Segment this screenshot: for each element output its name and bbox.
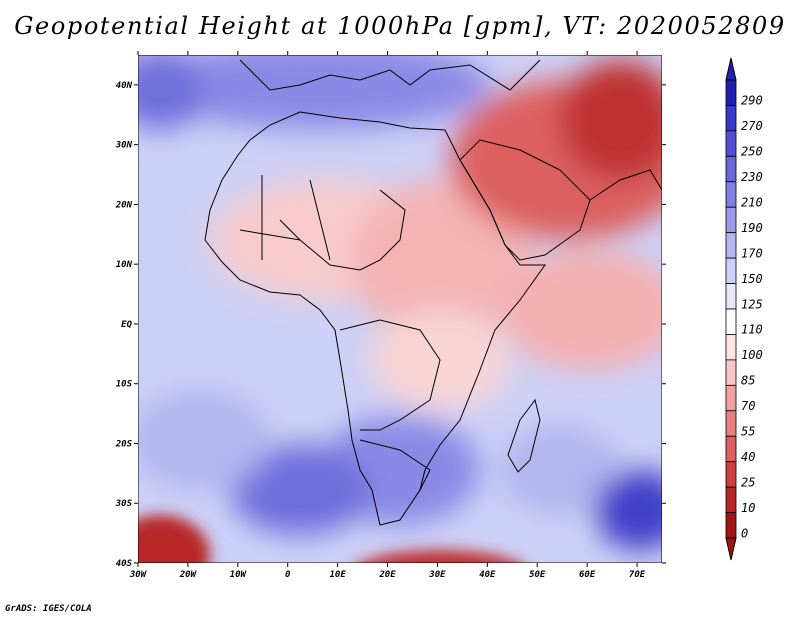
colorbar-label: 40	[741, 450, 755, 464]
lat-tick-label: 40S	[116, 559, 133, 569]
lat-tick-label: 20S	[115, 439, 133, 449]
colorbar-swatch	[725, 435, 737, 463]
colorbar-swatch	[725, 79, 737, 106]
lat-tick-label: EQ	[121, 320, 132, 330]
internal-borders-central	[339, 319, 441, 431]
colorbar-label: 230	[741, 170, 763, 184]
colorbar-label: 170	[741, 246, 763, 260]
colorbar-swatch	[725, 486, 737, 513]
colorbar-swatch	[725, 181, 737, 208]
colorbar-label: 290	[741, 94, 763, 108]
chart-title: Geopotential Height at 1000hPa [gpm], VT…	[14, 12, 786, 40]
lon-tick-label: 10W	[230, 570, 248, 580]
colorbar-label: 150	[741, 272, 763, 286]
lon-tick-label: 0	[285, 570, 291, 580]
lat-tick-label: 30N	[115, 141, 133, 151]
field-blob-southeast	[595, 470, 662, 550]
field-blob-north	[150, 55, 490, 130]
madagascar-outline	[507, 398, 541, 473]
colorbar-swatch	[725, 461, 737, 488]
colorbar: 2902702502302101901701501251101008570554…	[725, 57, 763, 561]
coastlines	[204, 59, 662, 526]
lon-tick-label: 20E	[378, 570, 396, 580]
height-field	[138, 55, 662, 563]
field-blob-south-atlantic	[230, 445, 370, 535]
colorbar-swatch	[725, 232, 737, 259]
colorbar-bottom-arrow	[725, 537, 737, 561]
colorbar-swatch	[725, 384, 737, 412]
lon-tick-label: 30W	[129, 570, 148, 580]
field-low-south	[361, 550, 519, 563]
colorbar-label: 85	[741, 374, 755, 388]
colorbar-swatch	[725, 105, 737, 132]
colorbar-label: 0	[741, 526, 748, 540]
colorbar-label: 210	[741, 196, 763, 210]
field-low-southwest	[138, 515, 210, 563]
lat-tick-label: 10N	[116, 260, 133, 270]
colorbar-label: 25	[741, 475, 755, 489]
colorbar-label: 190	[741, 221, 763, 235]
colorbar-swatch	[725, 512, 737, 539]
colorbar-label: 125	[741, 297, 763, 311]
colorbar-swatch	[725, 359, 737, 386]
internal-borders-south	[359, 439, 431, 491]
lon-tick-label: 50E	[529, 570, 546, 580]
colorbar-top-arrow	[725, 57, 737, 81]
colorbar-label: 270	[741, 119, 763, 133]
lon-tick-label: 20W	[179, 570, 198, 580]
colorbar-label: 10	[741, 501, 755, 515]
field-blob-indian-ocean	[500, 250, 662, 370]
asia-outline	[589, 169, 662, 201]
lon-tick-label: 70E	[629, 570, 646, 580]
lat-tick-label: 40N	[116, 81, 133, 91]
lat-tick-label: 10S	[116, 380, 133, 390]
field-blob-northwest	[138, 55, 205, 130]
colorbar-swatch	[725, 334, 737, 361]
field-blob-sudan	[350, 180, 530, 340]
colorbar-label: 250	[741, 145, 763, 159]
colorbar-swatch	[725, 410, 737, 437]
colorbar-swatch	[725, 155, 737, 183]
colorbar-label: 110	[741, 323, 763, 337]
lat-tick-label: 30S	[115, 499, 133, 509]
field-blob-madagascar	[500, 425, 620, 515]
colorbar-swatch	[725, 283, 737, 310]
arabia-outline	[459, 139, 591, 261]
field-blob-southwest	[138, 390, 270, 490]
colorbar-swatch	[725, 257, 737, 284]
lon-tick-label: 30E	[428, 570, 446, 580]
internal-borders-north	[279, 189, 406, 271]
colorbar-label: 70	[741, 399, 755, 413]
mediterranean-outline	[239, 59, 541, 91]
africa-outline	[204, 111, 546, 526]
colorbar-label: 100	[741, 348, 763, 362]
lon-tick-label: 10E	[329, 570, 346, 580]
colorbar-label: 55	[741, 425, 755, 439]
axes: 30W 20W 10W 0 10E 20E 30E 40E 50E 60E 70E 40N 30N 20N…	[115, 51, 666, 580]
lon-tick-label: 40E	[479, 570, 496, 580]
colorbar-swatch	[725, 206, 737, 234]
internal-borders-west	[239, 175, 331, 261]
lat-tick-label: 20N	[115, 200, 133, 210]
colorbar-swatch	[725, 308, 737, 335]
lon-tick-label: 60E	[579, 570, 596, 580]
grads-credit: GrADS: IGES/COLA	[5, 604, 92, 614]
field-blob-iran	[560, 60, 662, 180]
colorbar-swatch	[725, 130, 737, 157]
